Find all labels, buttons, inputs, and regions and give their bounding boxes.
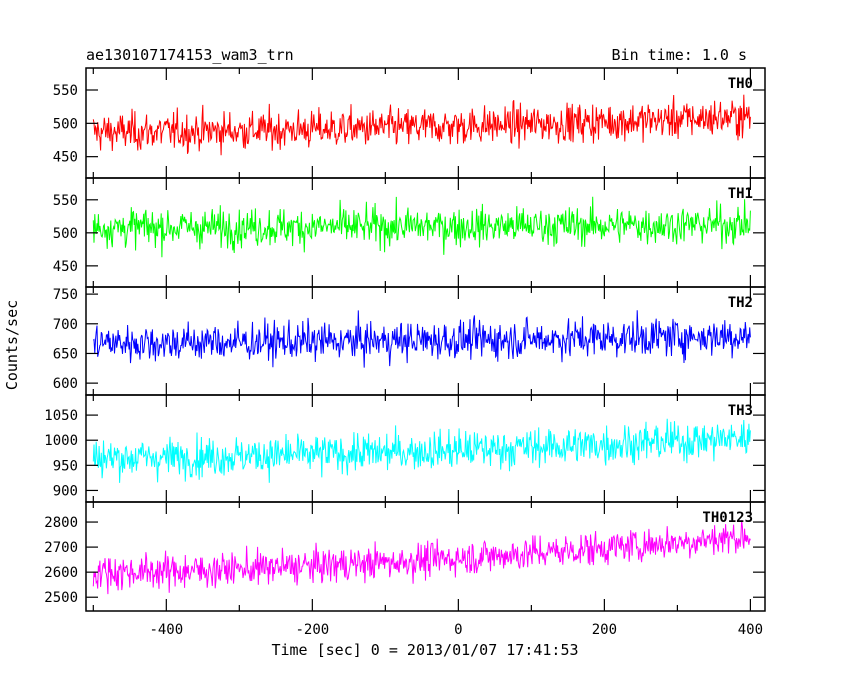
- y-tick-label: 550: [53, 193, 78, 209]
- y-tick-label: 900: [53, 483, 78, 499]
- panel-label-th1: TH1: [728, 186, 753, 202]
- y-tick-label: 2500: [44, 590, 78, 606]
- x-tick-label: 400: [738, 622, 763, 638]
- y-tick-label: 700: [53, 317, 78, 333]
- y-tick-label: 2700: [44, 540, 78, 556]
- y-axis-title: Counts/sec: [3, 300, 21, 390]
- y-tick-label: 650: [53, 346, 78, 362]
- x-tick-label: -200: [295, 622, 329, 638]
- y-tick-label: 1000: [44, 433, 78, 449]
- x-tick-label: 200: [592, 622, 617, 638]
- series-line-th0: [92, 94, 751, 156]
- panel-frame-th0123: [85, 501, 766, 612]
- panel-label-th3: TH3: [728, 403, 753, 419]
- panel-label-th0: TH0: [728, 76, 753, 92]
- y-tick-label: 500: [53, 116, 78, 132]
- bin-time-label: Bin time: 1.0 s: [612, 46, 747, 64]
- y-tick-label: 950: [53, 458, 78, 474]
- y-tick-label: 450: [53, 150, 78, 166]
- series-line-th2: [92, 310, 751, 368]
- y-tick-label: 450: [53, 259, 78, 275]
- y-tick-label: 750: [53, 287, 78, 303]
- y-tick-label: 500: [53, 226, 78, 242]
- x-tick-label: 0: [454, 622, 462, 638]
- panels-group: 450 500 550 TH0 450 500 550 TH1 600 650 700 750 TH2 9…: [44, 67, 766, 638]
- y-tick-label: 2600: [44, 565, 78, 581]
- series-line-th3: [92, 418, 751, 483]
- panel-label-th0123: TH0123: [702, 510, 753, 526]
- x-tick-label: -400: [149, 622, 183, 638]
- y-tick-label: 1050: [44, 408, 78, 424]
- series-line-th1: [92, 196, 751, 258]
- y-tick-label: 600: [53, 376, 78, 392]
- y-tick-label: 2800: [44, 515, 78, 531]
- series-line-th0123: [92, 520, 751, 595]
- panel-label-th2: TH2: [728, 295, 753, 311]
- y-tick-label: 550: [53, 83, 78, 99]
- x-axis-title: Time [sec] 0 = 2013/01/07 17:41:53: [271, 641, 578, 659]
- figure-title: ae130107174153_wam3_trn: [86, 46, 294, 64]
